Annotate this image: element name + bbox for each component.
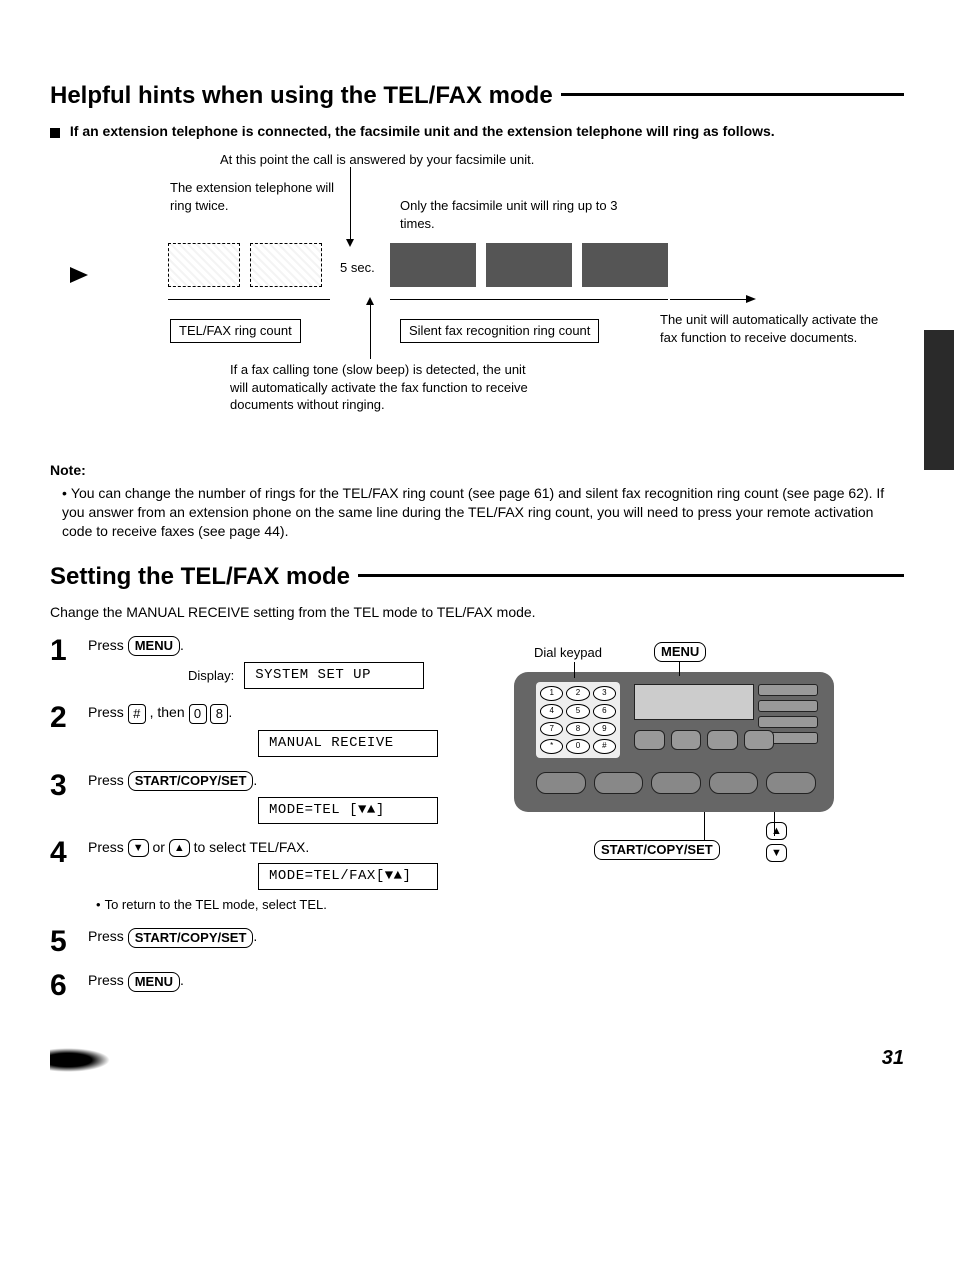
key-7: 7 [540, 722, 563, 737]
panel-scs-label: START/COPY/SET [594, 840, 720, 860]
step2-text-b: , then [150, 704, 189, 720]
key-1: 1 [540, 686, 563, 701]
note-heading: Note: [50, 461, 904, 480]
step-num-6: 6 [50, 971, 74, 1001]
step-1: 1 Press MENU. Display: SYSTEM SET UP [50, 636, 480, 689]
panel-body: 123 456 789 *0 # [514, 672, 834, 812]
ring-timing-diagram: At this point the call is answered by yo… [50, 151, 904, 451]
step4-text-a: Press [88, 839, 128, 855]
step-num-5: 5 [50, 927, 74, 957]
lbl-auto: The unit will automatically activate the… [660, 311, 880, 346]
key-6: 6 [593, 704, 616, 719]
page-smudge [50, 1048, 110, 1072]
step-2: 2 Press # , then 0 8. MANUAL RECEIVE [50, 703, 480, 756]
lbl-only-fax: Only the facsimile unit will ring up to … [400, 197, 640, 232]
step2-text-a: Press [88, 704, 128, 720]
lead-menu [679, 662, 680, 676]
step-4: 4 Press ▼ or ▲ to select TEL/FAX. MODE=T… [50, 838, 480, 914]
lbl-answered: At this point the call is answered by yo… [220, 151, 660, 169]
start-copy-set-key: START/COPY/SET [128, 771, 254, 791]
start-copy-set-key-2: START/COPY/SET [128, 928, 254, 948]
hash-key: # [128, 704, 146, 724]
lcd-4: MODE=TEL/FAX[▼▲] [258, 863, 438, 890]
step-3: 3 Press START/COPY/SET. MODE=TEL [▼▲] [50, 771, 480, 824]
pointer-answered-head-icon [346, 239, 354, 247]
pointer-iftone [370, 301, 371, 359]
lbl-ext-ring: The extension telephone will ring twice. [170, 179, 350, 214]
lbl-iftone: If a fax calling tone (slow beep) is det… [230, 361, 530, 414]
box-silent-count: Silent fax recognition ring count [400, 319, 599, 343]
up-arrow-key: ▲ [169, 839, 190, 857]
step-5: 5 Press START/COPY/SET. [50, 927, 480, 957]
key-hash: # [593, 739, 616, 754]
pointer-iftone-head-icon [366, 297, 374, 305]
down-arrow-key: ▼ [128, 839, 149, 857]
menu-key-2: MENU [128, 972, 180, 992]
ext-ring-2 [250, 243, 322, 287]
section1-title: Helpful hints when using the TEL/FAX mod… [50, 80, 904, 112]
note-body: You can change the number of rings for t… [62, 484, 904, 541]
panel-nav-buttons [634, 730, 774, 750]
step-num-1: 1 [50, 636, 74, 689]
key-5: 5 [566, 704, 589, 719]
silent-ring-3 [582, 243, 668, 287]
section2-title: Setting the TEL/FAX mode [50, 561, 904, 593]
pointer-answered [350, 167, 351, 243]
key-9: 9 [593, 722, 616, 737]
box-telfax-count: TEL/FAX ring count [170, 319, 301, 343]
dial-keypad-label: Dial keypad [534, 644, 602, 662]
step-num-3: 3 [50, 771, 74, 824]
key-2: 2 [566, 686, 589, 701]
step4-text-b: or [152, 839, 168, 855]
key-0: 0 [566, 739, 589, 754]
step-num-4: 4 [50, 838, 74, 914]
display-label: Display: [188, 667, 234, 685]
thumb-index-tab [924, 330, 954, 470]
eight-key: 8 [210, 704, 228, 724]
lead-dial [574, 662, 575, 678]
lead-scs [704, 812, 705, 840]
step-6: 6 Press MENU. [50, 971, 480, 1001]
panel-lcd [634, 684, 754, 720]
arrow-start-icon [70, 267, 88, 283]
step3-text-a: Press [88, 772, 128, 788]
lcd-2: MANUAL RECEIVE [258, 730, 438, 757]
arrow-continue-line [670, 299, 750, 300]
step-num-2: 2 [50, 703, 74, 756]
arrow-continue-head-icon [746, 295, 756, 303]
step4-sub: To return to the TEL mode, select TEL. [96, 896, 480, 914]
ext-ring-1 [168, 243, 240, 287]
section2-intro: Change the MANUAL RECEIVE setting from t… [50, 603, 904, 622]
step1-text: Press [88, 637, 128, 653]
extent-2 [390, 299, 668, 300]
section1-lead-text: If an extension telephone is connected, … [70, 123, 775, 139]
step5-text-a: Press [88, 928, 128, 944]
section1-lead: If an extension telephone is connected, … [50, 122, 904, 141]
menu-key: MENU [128, 636, 180, 656]
control-panel-illustration: Dial keypad MENU 123 456 789 *0 # START/C… [504, 636, 844, 866]
key-8: 8 [566, 722, 589, 737]
steps-list: 1 Press MENU. Display: SYSTEM SET UP 2 P… [50, 636, 480, 1015]
dial-keypad: 123 456 789 *0 # [536, 682, 620, 758]
key-3: 3 [593, 686, 616, 701]
panel-menu-label: MENU [654, 642, 706, 662]
step6-text-a: Press [88, 972, 128, 988]
page-number: 31 [882, 1045, 904, 1072]
silent-ring-2 [486, 243, 572, 287]
step4-text-c: to select TEL/FAX. [194, 839, 310, 855]
zero-key: 0 [189, 704, 207, 724]
panel-down-key-icon: ▼ [766, 844, 787, 862]
lcd-1: SYSTEM SET UP [244, 662, 424, 689]
key-star: * [540, 739, 563, 754]
key-4: 4 [540, 704, 563, 719]
extent-1 [168, 299, 330, 300]
silent-ring-1 [390, 243, 476, 287]
lcd-3: MODE=TEL [▼▲] [258, 797, 438, 824]
lbl-5sec: 5 sec. [340, 259, 375, 277]
square-bullet-icon [50, 128, 60, 138]
panel-up-key-icon: ▲ [766, 822, 787, 840]
panel-footer-buttons [536, 772, 816, 794]
